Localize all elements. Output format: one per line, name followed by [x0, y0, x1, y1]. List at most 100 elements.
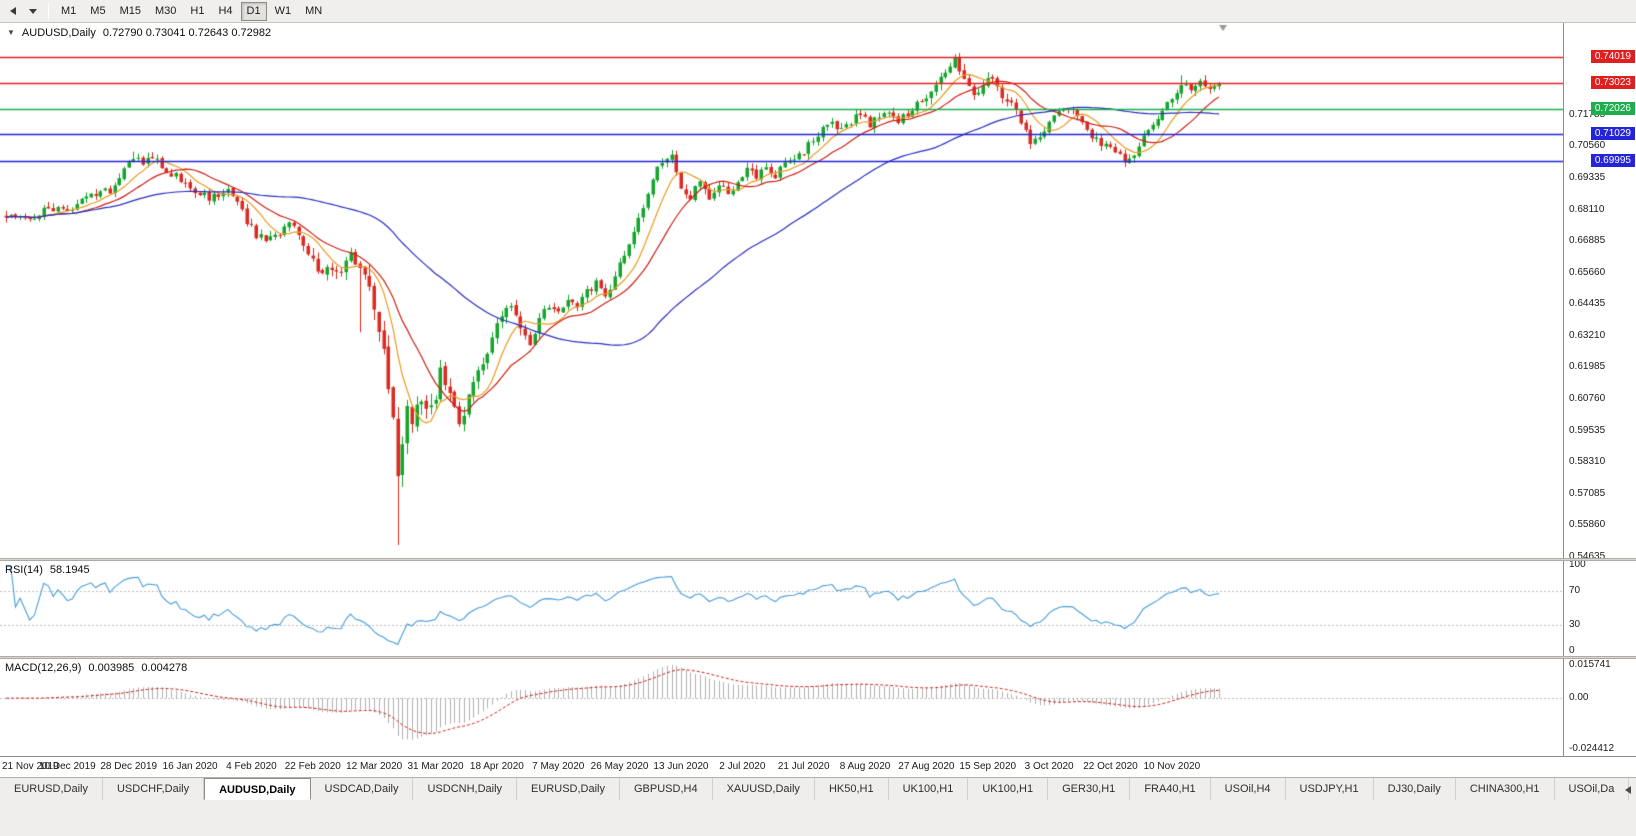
date-axis-label: 15 Sep 2020 [959, 761, 1017, 772]
chart-tab-gbpusd-h4[interactable]: GBPUSD,H4 [620, 778, 713, 800]
hline-price-tag: 0.74019 [1590, 50, 1635, 64]
chart-tab-usoil-da[interactable]: USOil,Da [1555, 778, 1630, 800]
rsi-indicator-name: RSI(14) [5, 564, 43, 576]
toolbar-separator [48, 2, 49, 20]
chart-tab-audusd-daily[interactable]: AUDUSD,Daily [204, 778, 311, 800]
macd-axis-label: 0.015741 [1569, 659, 1611, 671]
price-axis-label: 0.60760 [1569, 393, 1606, 405]
date-axis-label: 2 Jul 2020 [719, 761, 766, 772]
timeframe-button-mn[interactable]: MN [305, 5, 323, 17]
price-axis-label: 0.70560 [1569, 140, 1606, 152]
chart-tab-usoil-h4[interactable]: USOil,H4 [1211, 778, 1286, 800]
chart-tab-xauusd-daily[interactable]: XAUUSD,Daily [713, 778, 815, 800]
macd-signal-value: 0.004278 [141, 662, 188, 674]
price-axis-label: 0.63210 [1569, 329, 1606, 341]
price-axis-label: 0.61985 [1569, 361, 1606, 373]
rsi-axis-label: 0 [1569, 645, 1575, 656]
price-axis[interactable]: 0.71785 0.70560 0.69335 0.68110 0.66885 0.656… [1564, 0, 1636, 777]
chart-tab-usdcnh-daily[interactable]: USDCNH,Daily [413, 778, 518, 800]
hline-price-tag: 0.71029 [1590, 127, 1635, 141]
chart-tab-ger30-h1[interactable]: GER30,H1 [1048, 778, 1131, 800]
price-axis-label: 0.71785 [1569, 108, 1606, 120]
price-axis-separator [1563, 23, 1564, 756]
price-axis-label: 0.57085 [1569, 487, 1606, 499]
hline-price-tag: 0.73023 [1590, 75, 1635, 89]
timeframe-button-d1[interactable]: D1 [240, 1, 267, 21]
chart-title: ▼ AUDUSD,Daily 0.72790 0.73041 0.72643 0… [7, 27, 271, 39]
timeframe-button-m15[interactable]: M15 [119, 5, 141, 17]
rsi-indicator-value: 58.1945 [49, 564, 90, 576]
date-axis-label: 21 Jul 2020 [777, 761, 830, 772]
timeframe-button-m1[interactable]: M1 [61, 5, 77, 17]
chart-tab-usdjpy-h1[interactable]: USDJPY,H1 [1286, 778, 1374, 800]
chart-tab-dj30-daily[interactable]: DJ30,Daily [1374, 778, 1456, 800]
rsi-axis-label: 30 [1569, 619, 1581, 631]
chart-tab-uk100-h1[interactable]: UK100,H1 [968, 778, 1049, 800]
toolbar-dropdown-icon[interactable] [24, 2, 42, 20]
chart-tab-uk100-h1[interactable]: UK100,H1 [889, 778, 969, 800]
panel-splitter[interactable] [0, 656, 1636, 659]
timeframe-button-m30[interactable]: M30 [154, 5, 177, 17]
chart-tabbar: EURUSD,Daily USDCHF,Daily AUDUSD,Daily USDC… [0, 777, 1636, 836]
date-axis-label: 13 Jun 2020 [653, 761, 709, 772]
one-click-panel-arrow-icon[interactable]: ▼ [7, 28, 15, 37]
price-axis-label: 0.54635 [1569, 550, 1606, 562]
date-axis-label: 12 Mar 2020 [346, 761, 403, 772]
price-axis-label: 0.58310 [1569, 456, 1606, 468]
chart-tabs: EURUSD,Daily USDCHF,Daily AUDUSD,Daily USDC… [0, 778, 1636, 801]
chart-tab-usdchf-daily[interactable]: USDCHF,Daily [103, 778, 205, 800]
timeframe-toolbar: M1 M5 M15 M30 H1 H4 D1 W1 MN [0, 0, 1636, 23]
price-axis-label: 0.68110 [1569, 203, 1605, 215]
price-axis-label: 0.55860 [1569, 519, 1606, 531]
chart-ohlc-values: 0.72790 0.73041 0.72643 0.72982 [102, 27, 272, 39]
date-axis-label: 27 Aug 2020 [898, 761, 955, 772]
date-axis-label: 16 Jan 2020 [162, 761, 218, 772]
chart-tab-fra40-h1[interactable]: FRA40,H1 [1130, 778, 1211, 800]
date-axis-label: 28 Dec 2019 [100, 761, 158, 772]
timeframe-button-h1[interactable]: H1 [190, 5, 205, 17]
rsi-canvas[interactable] [0, 561, 1563, 656]
date-axis-label: 21 Nov 2019 [2, 761, 59, 772]
date-axis-label: 3 Oct 2020 [1024, 761, 1074, 772]
time-axis[interactable]: 21 Nov 2019 10 Dec 2019 28 Dec 2019 16 Jan … [0, 756, 1636, 777]
chart-tab-usdcad-daily[interactable]: USDCAD,Daily [311, 778, 414, 800]
date-axis-label: 4 Feb 2020 [226, 761, 277, 772]
date-axis-label: 8 Aug 2020 [839, 761, 891, 772]
chart-tab-hk50-h1[interactable]: HK50,H1 [815, 778, 889, 800]
macd-canvas[interactable] [0, 659, 1563, 756]
macd-axis-label: -0.024412 [1569, 743, 1615, 755]
tab-scroll-left-icon[interactable] [1625, 786, 1631, 794]
chart-mode-icon[interactable] [4, 2, 22, 20]
macd-axis-label: 0.00 [1569, 692, 1589, 704]
chart-tab-eurusd-daily[interactable]: EURUSD,Daily [517, 778, 620, 800]
macd-indicator-label: MACD(12,26,9) 0.003985 0.004278 [5, 662, 187, 674]
price-axis-label: 0.59535 [1569, 424, 1606, 436]
price-axis-label: 0.69335 [1569, 172, 1606, 184]
timeframe-buttons: M1 M5 M15 M30 H1 H4 D1 W1 MN [54, 1, 329, 21]
date-axis-label: 22 Oct 2020 [1083, 761, 1138, 772]
date-axis-label: 31 Mar 2020 [407, 761, 464, 772]
date-axis-label: 10 Dec 2019 [39, 761, 96, 772]
date-axis-label: 22 Feb 2020 [284, 761, 341, 772]
timeframe-button-m5[interactable]: M5 [90, 5, 106, 17]
date-axis-label: 7 May 2020 [532, 761, 585, 772]
rsi-axis-label: 70 [1569, 584, 1581, 596]
price-chart-canvas[interactable] [0, 23, 1563, 558]
timeframe-button-h4[interactable]: H4 [218, 5, 233, 17]
rsi-axis-label: 100 [1569, 559, 1586, 570]
chart-symbol-period: AUDUSD,Daily [21, 27, 96, 39]
macd-main-value: 0.003985 [88, 662, 135, 674]
price-axis-label: 0.66885 [1569, 235, 1606, 247]
date-axis-label: 10 Nov 2020 [1143, 761, 1201, 772]
macd-indicator-name: MACD(12,26,9) [5, 662, 82, 674]
timeframe-button-w1[interactable]: W1 [274, 5, 292, 17]
panel-splitter[interactable] [0, 558, 1636, 561]
hline-price-tag: 0.72026 [1590, 101, 1635, 115]
date-axis-label: 18 Apr 2020 [469, 761, 524, 772]
hline-price-tag: 0.69995 [1590, 154, 1635, 167]
date-axis-label: 26 May 2020 [590, 761, 649, 772]
chart-tab-eurusd-daily[interactable]: EURUSD,Daily [0, 778, 103, 800]
chart-tab-china300-h1[interactable]: CHINA300,H1 [1456, 778, 1555, 800]
price-axis-label: 0.65660 [1569, 266, 1606, 278]
